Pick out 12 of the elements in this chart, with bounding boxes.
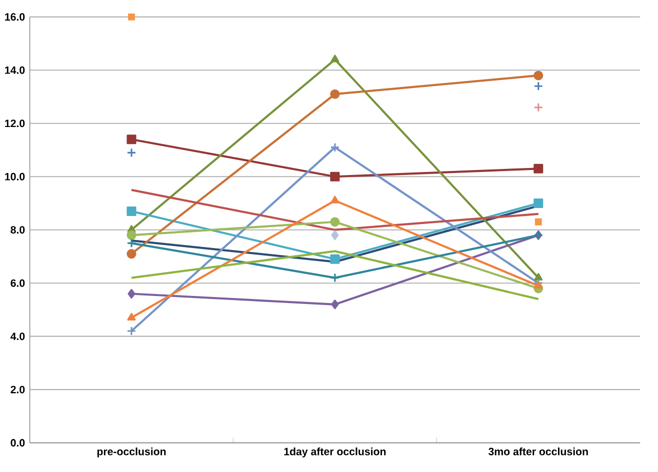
x-tick-label: 3mo after occlusion [488,448,588,456]
y-tick-label: 16.0 [5,13,25,21]
y-tick-label: 12.0 [5,120,25,128]
x-tick-label: 1day after occlusion [284,448,386,458]
y-tick-label: 4.0 [10,332,25,340]
y-tick-label: 6.0 [10,280,25,288]
y-tick-label: 10.0 [5,173,25,181]
y-tick-label: 2.0 [10,386,25,394]
y-tick-label: 8.0 [10,226,25,234]
y-tick-label: 14.0 [5,66,25,74]
y-tick-label: 0.0 [10,439,25,447]
x-tick-label: pre-occlusion [97,448,166,458]
